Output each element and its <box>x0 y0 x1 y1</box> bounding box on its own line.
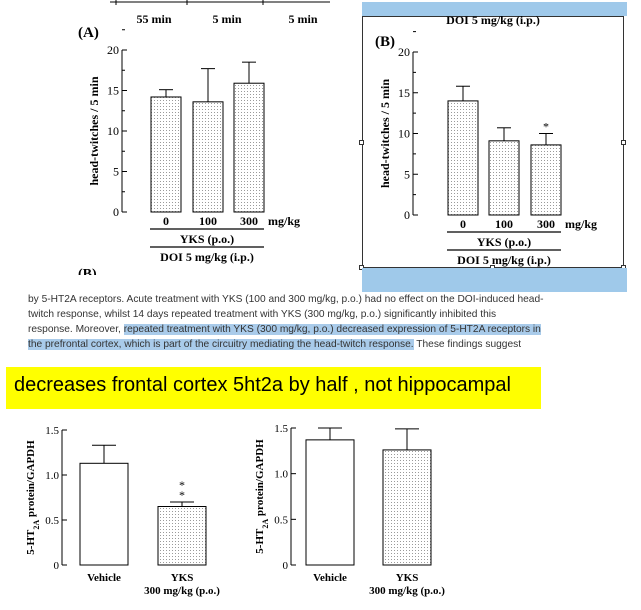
x-tick-label: 300 <box>537 217 555 231</box>
bar <box>79 462 129 566</box>
bar <box>382 449 432 566</box>
bar <box>530 144 562 216</box>
x-tick-label: 100 <box>199 214 217 228</box>
article-paragraph: by 5-HT2A receptors. Acute treatment wit… <box>28 292 548 352</box>
paragraph-line-1: by 5-HT2A receptors. Acute treatment wit… <box>28 294 544 305</box>
y-tick-label: 5 <box>404 167 410 181</box>
bar <box>447 100 479 216</box>
x-tick-label: YKS <box>171 572 194 584</box>
bar <box>150 96 182 213</box>
bar <box>305 439 355 566</box>
significance-marker: * <box>179 488 185 502</box>
y-tick-label: 10 <box>398 127 410 141</box>
treatment-label: YKS (p.o.) <box>477 235 531 249</box>
y-axis-label: 5-HT2A protein/GAPDH <box>254 439 270 554</box>
treatment-label: YKS (p.o.) <box>180 232 234 246</box>
bar <box>233 82 265 213</box>
paragraph-line-4-plain: These findings suggest <box>413 339 522 350</box>
resize-handle-left[interactable] <box>359 140 364 145</box>
y-tick-label: 15 <box>398 86 410 100</box>
chart-panel-b: 0 5 10 15 20 head-twitches / 5 min (B) 0 100 300 *… <box>375 13 597 267</box>
significance-marker: * <box>179 478 185 492</box>
y-tick-label: 0.5 <box>274 514 288 526</box>
paragraph-line-4-highlight: the prefrontal cortex, which is part of … <box>28 339 414 350</box>
bar <box>192 101 224 213</box>
cut-title-text: DOI 5 mg/kg (i.p.) <box>446 13 540 27</box>
x-tick-label: 300 <box>240 214 258 228</box>
y-tick-label: 10 <box>107 124 119 138</box>
x-tick-label: YKS <box>396 572 419 584</box>
dose-label: DOI 5 mg/kg (i.p.) <box>160 250 254 264</box>
y-tick-label: 5 <box>113 165 119 179</box>
x-tick-label: Vehicle <box>313 572 347 584</box>
timeline-label: 55 min <box>136 12 171 26</box>
x-tick-label: 0 <box>163 214 169 228</box>
y-tick-label: 0 <box>54 560 60 572</box>
x-tick-label: 0 <box>460 217 466 231</box>
dose-label: DOI 5 mg/kg (i.p.) <box>457 253 551 267</box>
panel-label: (B) <box>375 34 395 50</box>
paragraph-line-3-plain: response. Moreover, <box>28 324 124 335</box>
selection-strip-top <box>362 2 627 16</box>
paragraph-line-3: response. Moreover, repeated treatment w… <box>28 322 548 337</box>
y-tick-label: 0 <box>113 205 119 219</box>
paragraph-line-3-highlight: repeated treatment with YKS (300 mg/kg, … <box>123 324 541 335</box>
y-tick-label: 1.0 <box>45 470 59 482</box>
x-sub-label: 300 mg/kg (p.o.) <box>144 585 220 597</box>
y-tick-label: 1.5 <box>274 423 288 435</box>
note-banner: decreases frontal cortex 5ht2a by half ,… <box>6 367 541 409</box>
timeline-label: 5 min <box>288 12 317 26</box>
y-axis-label: head-twitches / 5 min <box>87 76 101 185</box>
bar <box>157 506 207 566</box>
paragraph-line-4: the prefrontal cortex, which is part of … <box>28 337 548 352</box>
chart-panel-a: 0 5 10 15 20 head-twitches / 5 min (A) 0 100 300 m… <box>78 0 330 275</box>
y-tick-label: 20 <box>107 43 119 57</box>
resize-handle-right[interactable] <box>621 140 626 145</box>
unit-label: mg/kg <box>565 217 597 231</box>
y-tick-label: 0.5 <box>45 515 59 527</box>
x-sub-label: 300 mg/kg (p.o.) <box>369 585 445 597</box>
x-tick-label: Vehicle <box>87 572 121 584</box>
y-axis-label: 5-HT2A protein/GAPDH <box>25 440 41 555</box>
panel-label: (A) <box>78 25 99 41</box>
y-axis-label: head-twitches / 5 min <box>378 79 392 188</box>
significance-marker: * <box>543 120 549 134</box>
timeline-label: 5 min <box>212 12 241 26</box>
cut-panel-label: (B) <box>78 267 97 275</box>
y-tick-label: 15 <box>107 84 119 98</box>
unit-label: mg/kg <box>268 214 300 228</box>
bar <box>488 140 520 216</box>
x-tick-label: 100 <box>495 217 513 231</box>
paragraph-line-2: twitch response, whilst 14 days repeated… <box>28 309 497 320</box>
y-tick-label: 1.0 <box>274 469 288 481</box>
y-tick-label: 0 <box>283 560 289 572</box>
resize-handle-bottom-left[interactable] <box>359 265 364 270</box>
y-tick-label: 20 <box>398 45 410 59</box>
note-text: decreases frontal cortex 5ht2a by half ,… <box>14 374 511 396</box>
selection-strip-bottom <box>362 268 627 292</box>
chart-panel-c: 0 0.5 1.0 1.5 5-HT2A protein/GAPDH Vehicle YKS… <box>25 425 220 597</box>
chart-panel-d: 0 0.5 1.0 1.5 5-HT2A protein/GAPDH Vehicle YKS… <box>254 423 445 597</box>
y-tick-label: 0 <box>404 208 410 222</box>
y-tick-label: 1.5 <box>45 425 59 437</box>
